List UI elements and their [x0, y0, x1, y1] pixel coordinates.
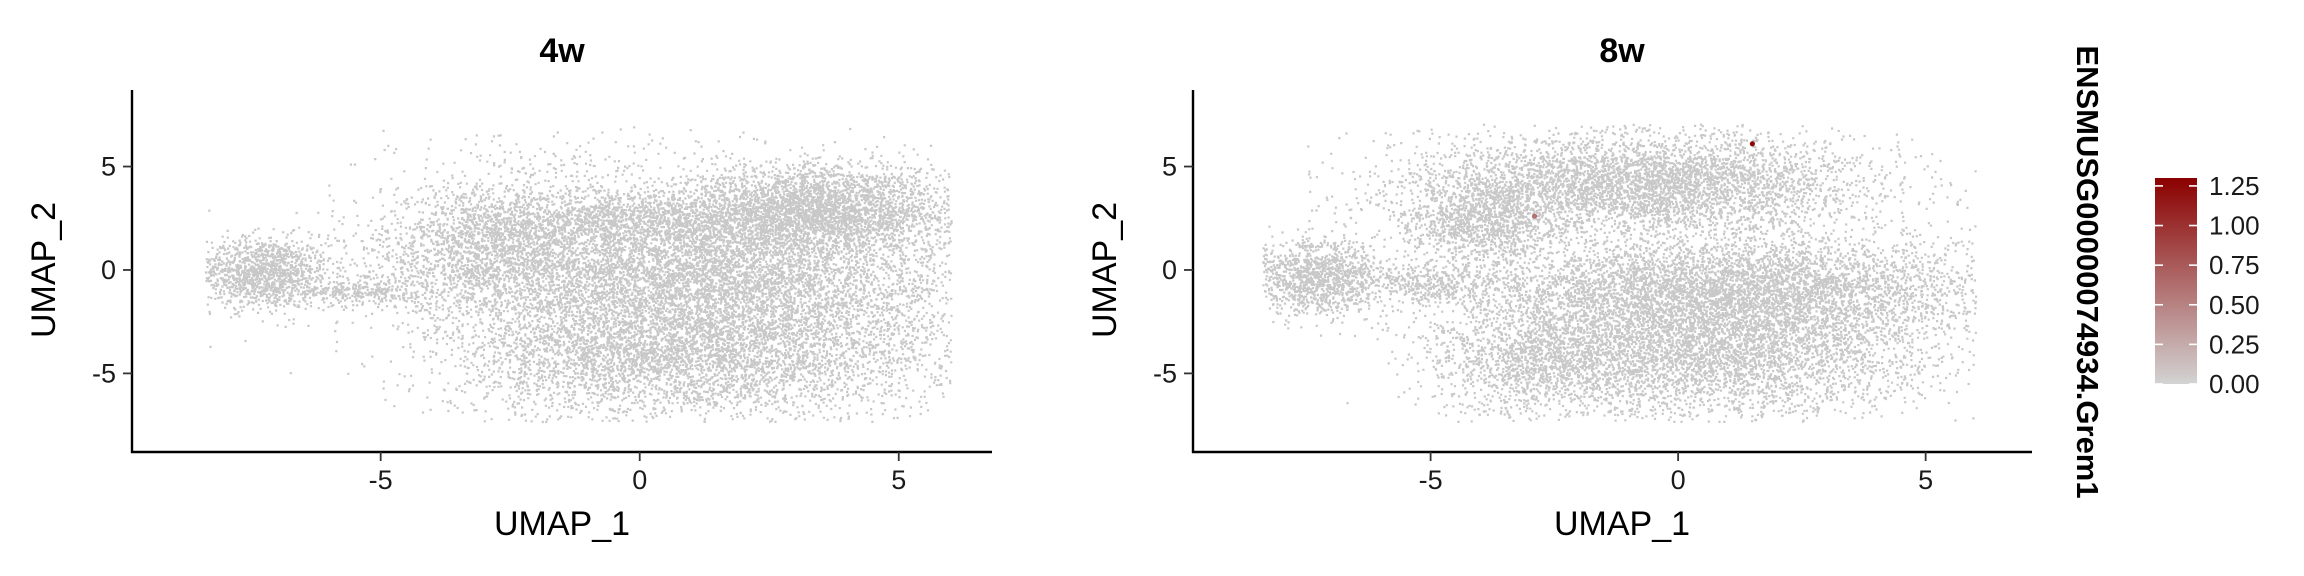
x-tick-label: -5 [1419, 465, 1443, 495]
y-tick-label: 5 [1162, 152, 1177, 182]
scatter-points-4w [204, 126, 953, 424]
colorbar-tick-label: 0.00 [2209, 369, 2260, 399]
panel-4w: 4w -5 0 5 -5 0 5 UMAP_1 UMAP_2 [25, 32, 992, 543]
highlighted-point [1749, 141, 1755, 147]
y-tick-label: 0 [1162, 255, 1177, 285]
panel-8w: 8w -5 0 5 -5 0 5 UMAP_1 UMAP_2 [1086, 32, 2032, 543]
x-tick-label: 0 [632, 465, 647, 495]
colorbar-tick-label: 1.25 [2209, 171, 2260, 201]
y-tick-label: -5 [92, 358, 116, 388]
colorbar-ticks: 1.25 1.00 0.75 0.50 0.25 0.00 [2155, 171, 2260, 399]
ticks-8w: -5 0 5 -5 0 5 [1153, 152, 1933, 495]
y-tick-label: -5 [1153, 358, 1177, 388]
colorbar-tick-label: 0.25 [2209, 329, 2260, 359]
scatter-cloud [1262, 123, 1978, 423]
color-legend: ENSMUSG00000074934.Grem1 1.25 1.00 0.75 0.5… [2070, 45, 2260, 498]
x-tick-label: 5 [1918, 465, 1933, 495]
scatter-points-8w [1262, 123, 1978, 423]
highlighted-points-8w [1531, 141, 1755, 219]
highlighted-point [1531, 213, 1538, 219]
colorbar-tick-label: 0.75 [2209, 250, 2260, 280]
colorbar [2155, 178, 2197, 384]
ticks-4w: -5 0 5 -5 0 5 [92, 152, 906, 495]
y-axis-label-8w: UMAP_2 [1086, 202, 1124, 338]
x-axis-label-4w: UMAP_1 [494, 505, 630, 543]
y-axis-label-4w: UMAP_2 [25, 202, 63, 338]
x-axis-label-8w: UMAP_1 [1554, 505, 1690, 543]
legend-title: ENSMUSG00000074934.Grem1 [2070, 45, 2105, 498]
panel-title-8w: 8w [1599, 32, 1645, 70]
x-tick-label: 0 [1671, 465, 1686, 495]
panel-title-4w: 4w [539, 32, 585, 70]
x-tick-label: -5 [369, 465, 393, 495]
x-tick-label: 5 [891, 465, 906, 495]
y-tick-label: 0 [101, 255, 116, 285]
colorbar-tick-label: 0.50 [2209, 290, 2260, 320]
colorbar-tick-label: 1.00 [2209, 211, 2260, 241]
y-tick-label: 5 [101, 152, 116, 182]
scatter-cloud [204, 126, 953, 424]
